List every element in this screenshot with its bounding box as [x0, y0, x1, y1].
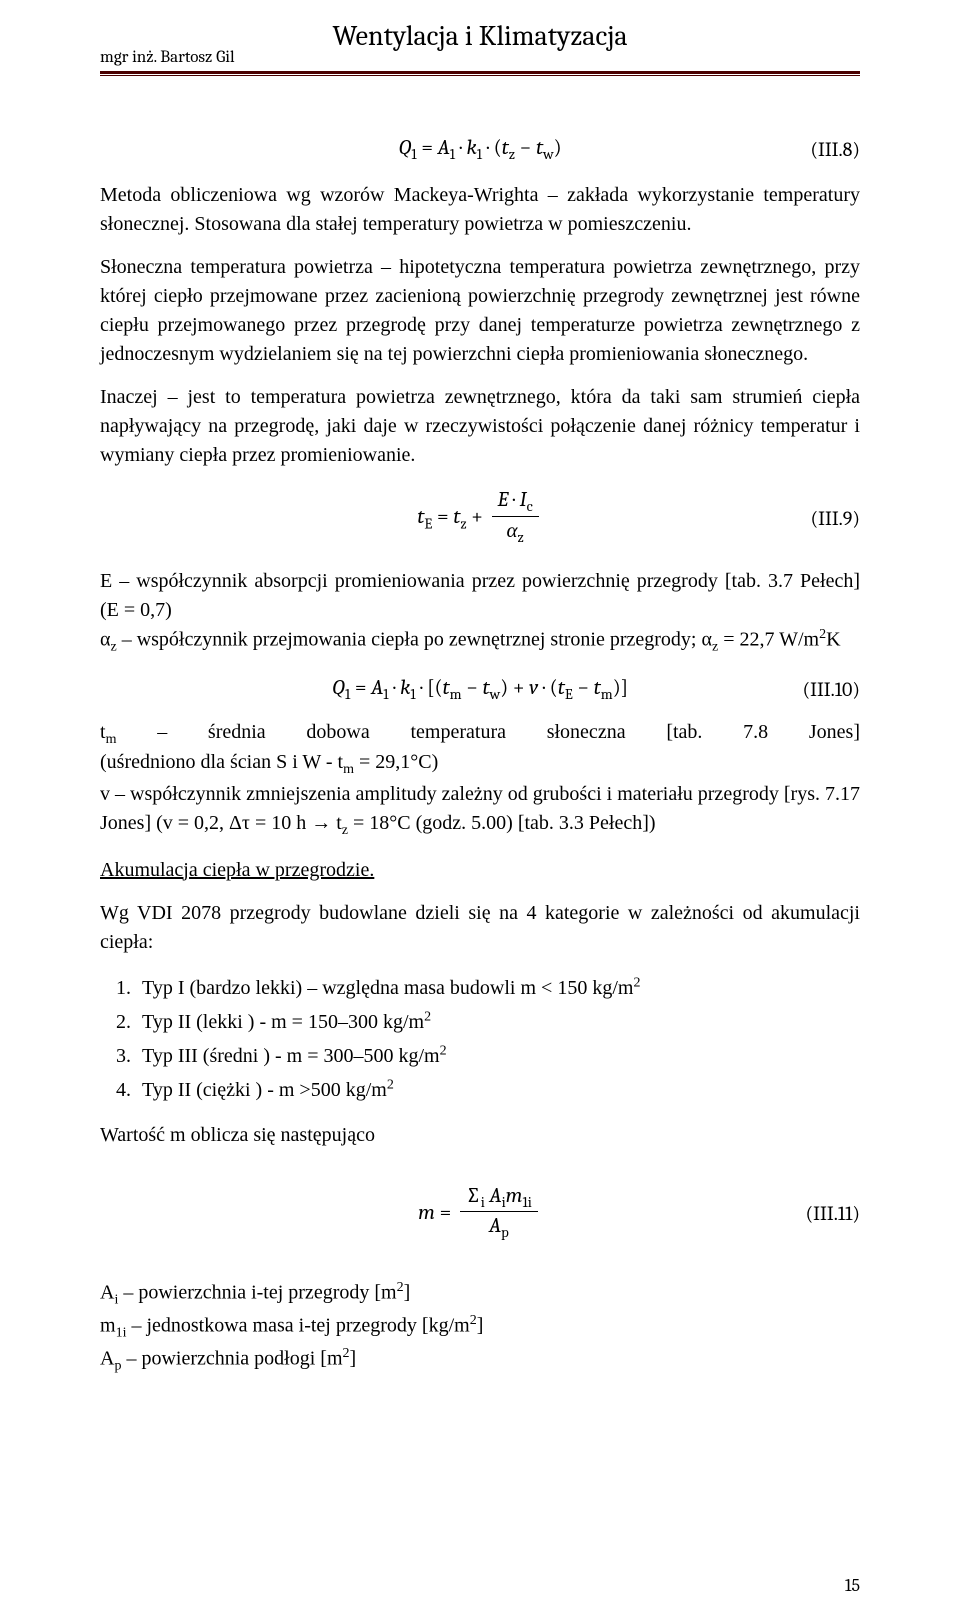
equation-iii-10: Q1 = A1 · k1 · [(tm − tw) + v · (tE − tm… — [100, 676, 860, 703]
equation-formula: Q1 = A1 · k1 · (tz − tw) — [398, 136, 561, 163]
list-item: Typ III (średni ) - m = 300–500 kg/m2 — [136, 1039, 860, 1073]
paragraph-solar-temp-def: Słoneczna temperatura powietrza – hipote… — [100, 253, 860, 369]
paragraph-tm-v-details: (uśredniono dla ścian S i W - tm = 29,1°… — [100, 748, 860, 842]
heading-accumulation: Akumulacja ciepła w przegrodzie. — [100, 856, 860, 885]
paragraph-m-calc-intro: Wartość m oblicza się następująco — [100, 1121, 860, 1150]
equation-formula: Q1 = A1 · k1 · [(tm − tw) + v · (tE − tm… — [332, 676, 628, 703]
page-number: 15 — [845, 1575, 860, 1596]
list-item: Typ I (bardzo lekki) – względna masa bud… — [136, 971, 860, 1005]
equation-label: (III.8) — [810, 138, 860, 161]
list-item: Typ II (lekki ) - m = 150–300 kg/m2 — [136, 1005, 860, 1039]
list-item: Typ II (ciężki ) - m >500 kg/m2 — [136, 1073, 860, 1107]
paragraph-symbol-defs: Ai – powierzchnia i-tej przegrody [m2]m1… — [100, 1278, 860, 1377]
equation-iii-9: tE = tz + E · Icαz (III.9) — [100, 488, 860, 549]
equation-label: (III.9) — [810, 507, 860, 530]
tm-definition-row: tm – średnia dobowa temperatura słoneczn… — [100, 721, 860, 748]
equation-formula: tE = tz + E · Icαz — [417, 488, 543, 549]
paragraph-alternative-def: Inaczej – jest to temperatura powietrza … — [100, 383, 860, 470]
paragraph-vdi-intro: Wg VDI 2078 przegrody budowlane dzieli s… — [100, 899, 860, 957]
equation-iii-8: Q1 = A1 · k1 · (tz − tw) (III.8) — [100, 136, 860, 163]
type-list: Typ I (bardzo lekki) – względna masa bud… — [136, 971, 860, 1107]
equation-iii-11: m = ∑i Aim1iAp (III.11) — [100, 1184, 860, 1245]
paragraph-coefficients-e-alpha: E – współczynnik absorpcji promieniowani… — [100, 567, 860, 658]
equation-label: (III.11) — [806, 1202, 860, 1225]
equation-label: (III.10) — [802, 678, 860, 701]
paragraph-method: Metoda obliczeniowa wg wzorów Mackeya-Wr… — [100, 181, 860, 239]
header-rule — [100, 71, 860, 76]
equation-formula: m = ∑i Aim1iAp — [418, 1184, 542, 1245]
